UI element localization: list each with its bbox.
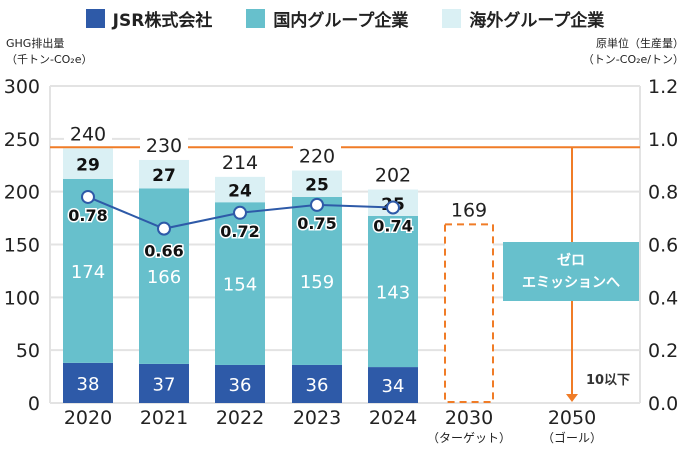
intensity-point <box>386 200 400 215</box>
bar-segment <box>368 215 418 368</box>
total-label: 202 <box>375 165 411 187</box>
bar-segment <box>292 196 342 365</box>
total-label-bg <box>216 150 264 173</box>
goal-note: 10以下 <box>586 373 630 388</box>
right-axis-unit: 原単位（生産量） （トン-CO₂e/トン） <box>583 36 684 68</box>
bar-value-label: 34 <box>382 376 405 397</box>
intensity-point <box>233 205 247 220</box>
goal-arrow-head <box>566 394 578 402</box>
bar-value-label: 29 <box>76 156 100 176</box>
x-tick-label: 2023 <box>293 407 341 429</box>
target-bar <box>444 223 494 403</box>
bar-segment <box>63 148 113 179</box>
total-label: 169 <box>451 199 487 221</box>
zero-box-line2: エミッションへ <box>522 274 620 291</box>
legend-swatch <box>246 9 266 28</box>
y-tick-label: 250 <box>4 129 40 151</box>
bar-segment <box>139 159 189 189</box>
zero-emission-box: ゼロ エミッションへ <box>503 242 639 301</box>
y2-tick-label: 1.2 <box>648 76 678 98</box>
right-unit-line1: 原単位（生産量） <box>596 37 684 50</box>
bar-value-label: 37 <box>153 374 176 395</box>
bar-value-label: 36 <box>229 375 252 396</box>
intensity-point <box>81 189 95 204</box>
left-axis-unit: GHG排出量 （千トン-CO₂e） <box>6 36 93 68</box>
intensity-label: 0.78 <box>68 206 107 225</box>
intensity-label: 0.74 <box>373 217 412 236</box>
bar-segment <box>292 170 342 197</box>
bar-segment <box>215 364 265 403</box>
total-label-bg <box>293 144 341 167</box>
intensity-label: 0.75 <box>297 214 336 233</box>
bar-segment <box>139 363 189 403</box>
legend-label: JSR株式会社 <box>112 11 213 31</box>
bar-value-label: 27 <box>152 166 176 186</box>
legend-item-domestic: 国内グループ企業 <box>246 6 408 31</box>
bar-segment <box>215 176 265 203</box>
x-tick-sublabel: （ターゲット） <box>427 431 511 445</box>
intensity-point <box>157 221 171 236</box>
total-label: 240 <box>70 123 106 145</box>
x-tick-label: 2022 <box>216 407 264 429</box>
x-tick-label: 2030 <box>445 407 493 429</box>
y2-tick-label: 0.4 <box>648 287 678 309</box>
x-tick-label: 2050 <box>548 407 596 429</box>
y-tick-label: 300 <box>4 76 40 98</box>
y2-tick-label: 0.2 <box>648 340 678 362</box>
bar-segment <box>139 188 189 364</box>
legend: JSR株式会社 国内グループ企業 海外グループ企業 <box>0 6 690 31</box>
x-tick-label: 2020 <box>64 407 112 429</box>
bar-value-label: 25 <box>305 176 329 196</box>
bar-segment <box>368 367 418 403</box>
total-label-bg <box>445 198 493 221</box>
legend-item-jsr: JSR株式会社 <box>85 6 213 31</box>
total-label-bg <box>140 133 188 156</box>
total-label: 230 <box>146 135 182 157</box>
legend-swatch <box>442 9 462 28</box>
x-tick-sublabel: （ゴール） <box>542 430 602 445</box>
y-tick-label: 150 <box>4 235 40 257</box>
bar-segment <box>63 178 113 363</box>
bar-value-label: 38 <box>77 374 100 395</box>
y2-tick-label: 0.6 <box>648 235 678 257</box>
bar-segment <box>292 364 342 403</box>
left-unit-line1: GHG排出量 <box>6 37 65 50</box>
y2-tick-label: 1.0 <box>648 129 678 151</box>
left-unit-line2: （千トン-CO₂e） <box>6 53 93 66</box>
bar-value-label: 154 <box>223 275 257 296</box>
total-label-bg <box>369 163 417 186</box>
legend-label: 国内グループ企業 <box>273 11 409 31</box>
bar-segment <box>215 202 265 365</box>
y-tick-label: 100 <box>4 287 40 309</box>
y2-tick-label: 0.8 <box>648 182 678 204</box>
total-label-bg <box>64 122 112 145</box>
legend-label: 海外グループ企業 <box>469 11 605 31</box>
bar-value-label: 166 <box>147 267 181 288</box>
bar-value-label: 174 <box>71 262 105 283</box>
bar-value-label: 159 <box>300 272 334 293</box>
y-tick-label: 200 <box>4 182 40 204</box>
legend-item-overseas: 海外グループ企業 <box>442 6 604 31</box>
total-label: 220 <box>299 146 335 168</box>
zero-box-line1: ゼロ <box>557 252 585 269</box>
y-tick-label: 50 <box>16 340 40 362</box>
x-tick-label: 2021 <box>140 407 188 429</box>
y2-tick-label: 0.0 <box>648 393 678 415</box>
intensity-label: 0.66 <box>144 242 183 261</box>
bar-value-label: 36 <box>306 375 329 396</box>
bar-value-label: 24 <box>228 182 252 202</box>
total-label: 214 <box>222 152 258 174</box>
legend-swatch <box>85 9 105 28</box>
intensity-label: 0.72 <box>220 222 259 241</box>
bar-value-label: 143 <box>376 283 410 304</box>
right-unit-line2: （トン-CO₂e/トン） <box>582 53 684 66</box>
y-tick-label: 0 <box>28 393 40 415</box>
bar-segment <box>63 362 113 403</box>
x-tick-label: 2024 <box>369 407 417 429</box>
intensity-point <box>310 197 324 212</box>
